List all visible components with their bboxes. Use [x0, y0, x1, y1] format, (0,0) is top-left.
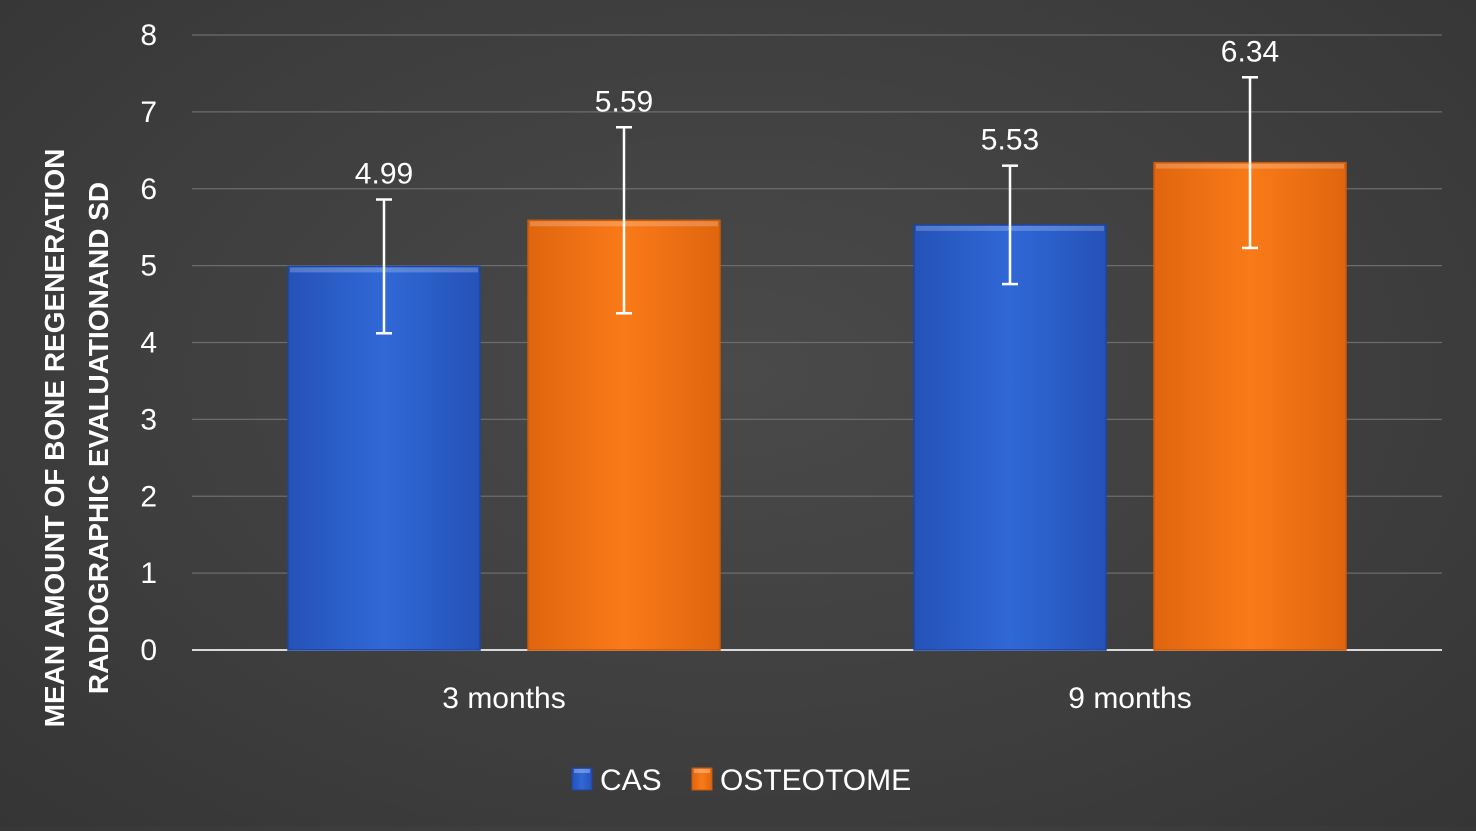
legend-label: CAS: [600, 764, 662, 797]
y-tick-label: 1: [140, 557, 157, 590]
bar-cas-2: [913, 224, 1107, 651]
legend-item-osteotome: OSTEOTOME: [691, 764, 911, 797]
data-label: 4.99: [355, 158, 413, 191]
legend: CAS OSTEOTOME: [571, 764, 911, 797]
x-axis-categories: 3 months 9 months: [442, 682, 1191, 715]
error-bar: [376, 198, 392, 335]
x-category-label: 9 months: [1068, 682, 1191, 715]
y-tick-label: 0: [140, 634, 157, 667]
error-bars: [376, 76, 1258, 335]
y-tick-label: 5: [140, 250, 157, 283]
data-labels: 4.99 5.53 5.59 6.34: [355, 35, 1279, 190]
error-bar: [616, 126, 632, 315]
y-axis-title-line: MEAN AMOUNT OF BONE REGENERATION: [39, 149, 70, 728]
y-tick-label: 7: [140, 96, 157, 129]
y-tick-label: 3: [140, 403, 157, 436]
y-tick-label: 4: [140, 327, 157, 360]
data-label: 5.59: [595, 85, 653, 118]
y-axis-ticks: 0 1 2 3 4 5 6 7 8: [140, 19, 157, 667]
legend-swatch-highlight: [574, 769, 590, 773]
y-tick-label: 2: [140, 480, 157, 513]
data-label: 5.53: [981, 124, 1039, 157]
y-tick-label: 6: [140, 173, 157, 206]
error-bar: [1242, 76, 1258, 250]
data-label: 6.34: [1221, 35, 1279, 68]
legend-swatch: [691, 767, 713, 791]
legend-swatch-highlight: [694, 769, 710, 773]
bars: [287, 161, 1347, 651]
legend-swatch: [571, 767, 593, 791]
legend-label: OSTEOTOME: [720, 764, 911, 797]
legend-item-cas: CAS: [571, 764, 662, 797]
y-axis-title-line: RADIOGRAPHIC EVALUATIONAND SD: [83, 182, 114, 694]
error-bar: [1002, 164, 1018, 286]
x-category-label: 3 months: [442, 682, 565, 715]
y-tick-label: 8: [140, 19, 157, 52]
y-axis-title: MEAN AMOUNT OF BONE REGENERATION RADIOGRA…: [39, 149, 114, 728]
